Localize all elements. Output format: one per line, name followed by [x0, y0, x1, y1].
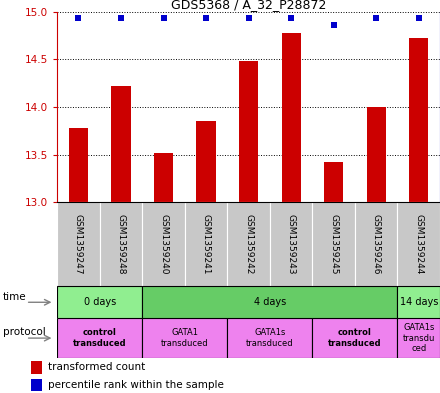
- Text: transformed count: transformed count: [48, 362, 146, 373]
- Point: [202, 15, 209, 21]
- Bar: [409, 39, 428, 202]
- Text: GSM1359244: GSM1359244: [414, 214, 423, 275]
- Text: GSM1359246: GSM1359246: [372, 214, 381, 275]
- Title: GDS5368 / A_32_P28872: GDS5368 / A_32_P28872: [171, 0, 326, 11]
- Text: GSM1359247: GSM1359247: [74, 214, 83, 275]
- Bar: [197, 121, 216, 202]
- Bar: [31, 379, 42, 391]
- Text: GSM1359248: GSM1359248: [117, 214, 125, 275]
- Point: [75, 15, 82, 21]
- Bar: [239, 61, 258, 202]
- Text: percentile rank within the sample: percentile rank within the sample: [48, 380, 224, 390]
- Point: [373, 15, 380, 21]
- Text: time: time: [3, 292, 26, 303]
- Bar: [31, 362, 42, 374]
- Text: GSM1359242: GSM1359242: [244, 214, 253, 275]
- Point: [415, 15, 422, 21]
- Bar: [100, 202, 142, 286]
- Text: GATA1s
transduced: GATA1s transduced: [246, 329, 293, 348]
- Bar: [57, 318, 142, 358]
- Bar: [154, 153, 173, 202]
- Bar: [397, 202, 440, 286]
- Point: [160, 15, 167, 21]
- Point: [245, 15, 252, 21]
- Bar: [355, 202, 397, 286]
- Text: protocol: protocol: [3, 327, 46, 337]
- Bar: [142, 286, 397, 318]
- Bar: [142, 202, 185, 286]
- Bar: [312, 202, 355, 286]
- Text: GSM1359245: GSM1359245: [329, 214, 338, 275]
- Text: GATA1
transduced: GATA1 transduced: [161, 329, 209, 348]
- Bar: [185, 202, 227, 286]
- Bar: [397, 318, 440, 358]
- Bar: [227, 202, 270, 286]
- Bar: [69, 128, 88, 202]
- Text: GSM1359241: GSM1359241: [202, 214, 211, 275]
- Text: GATA1s
transdu
ced: GATA1s transdu ced: [403, 323, 435, 353]
- Point: [117, 15, 125, 21]
- Point: [330, 22, 337, 28]
- Text: 14 days: 14 days: [400, 297, 438, 307]
- Bar: [397, 286, 440, 318]
- Text: control
transduced: control transduced: [328, 329, 382, 348]
- Bar: [227, 318, 312, 358]
- Bar: [142, 318, 227, 358]
- Bar: [324, 162, 343, 202]
- Bar: [111, 86, 131, 202]
- Bar: [57, 202, 100, 286]
- Bar: [312, 318, 397, 358]
- Bar: [367, 107, 386, 202]
- Text: control
transduced: control transduced: [73, 329, 127, 348]
- Text: GSM1359243: GSM1359243: [286, 214, 296, 275]
- Bar: [270, 202, 312, 286]
- Bar: [282, 33, 301, 202]
- Text: 0 days: 0 days: [84, 297, 116, 307]
- Point: [288, 15, 295, 21]
- Text: GSM1359240: GSM1359240: [159, 214, 168, 275]
- Text: 4 days: 4 days: [254, 297, 286, 307]
- Bar: [57, 286, 142, 318]
